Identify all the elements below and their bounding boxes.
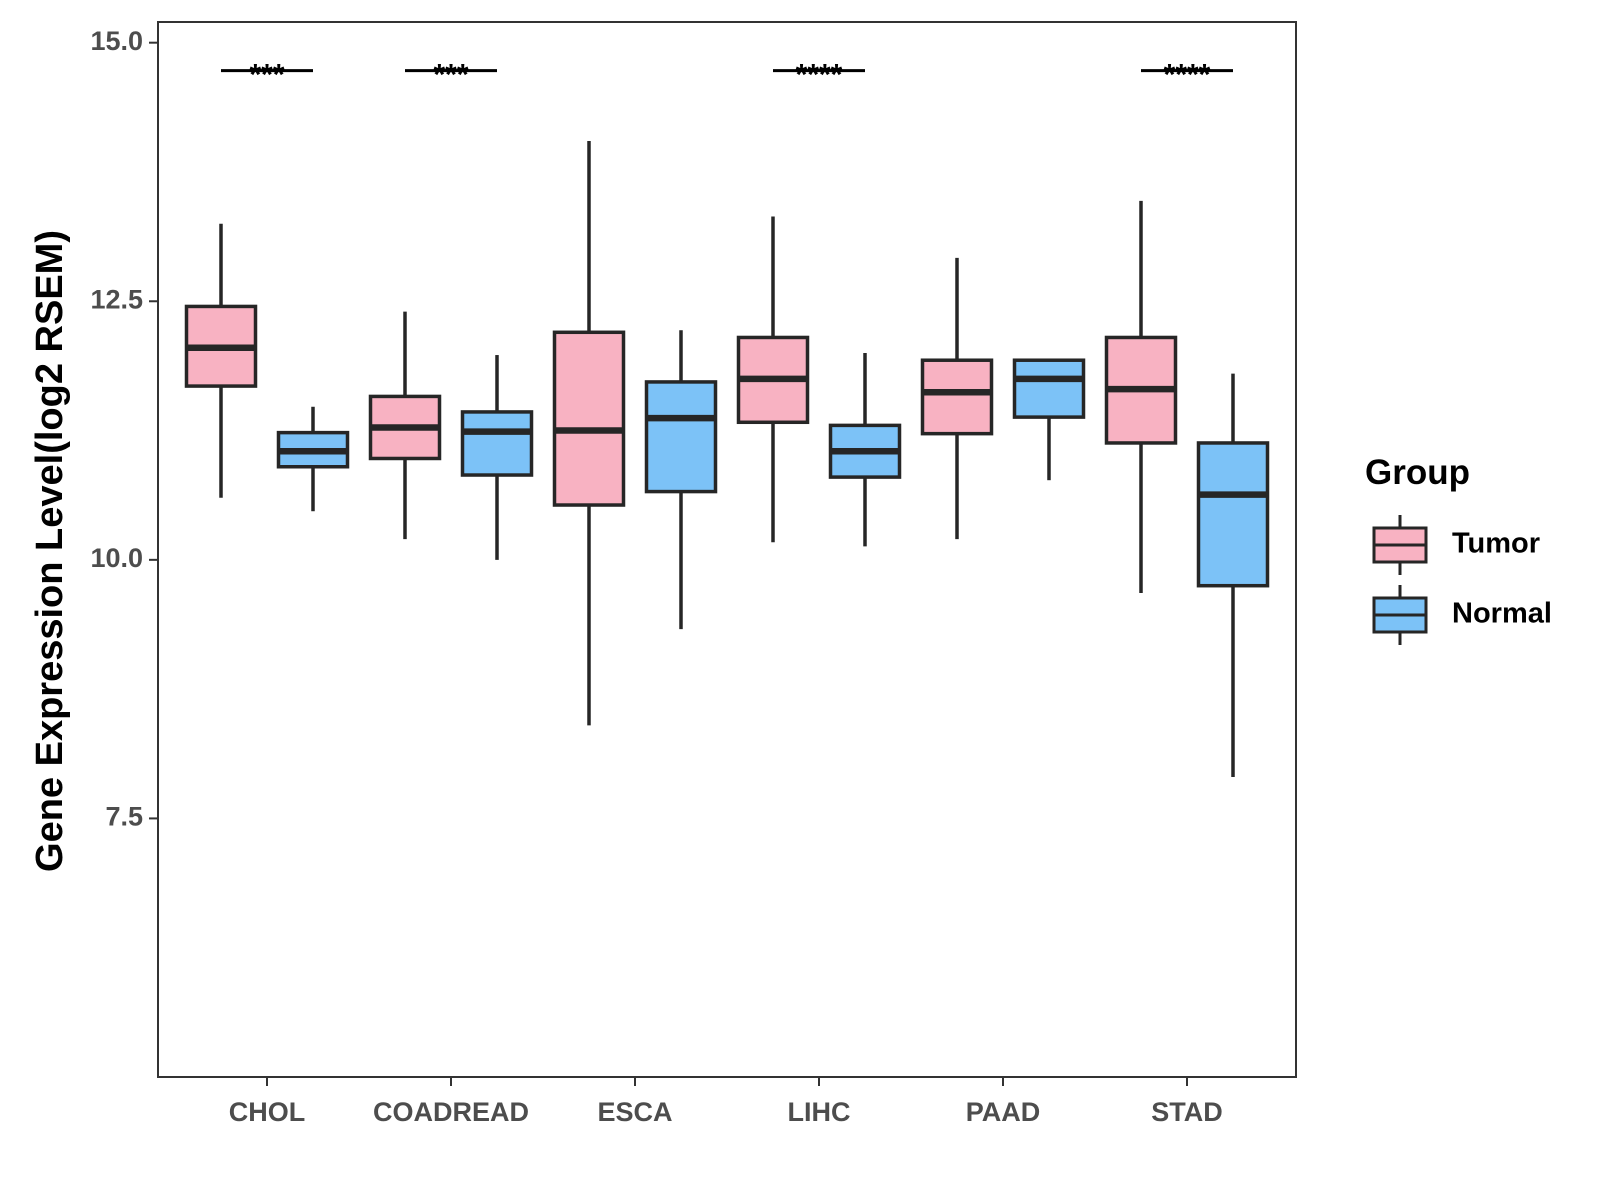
plot-panel-border	[157, 21, 1297, 1078]
box-iqr	[552, 330, 626, 507]
box-tumor-stad	[1104, 200, 1178, 593]
box-normal-lihc	[828, 352, 902, 547]
significance-layer: *** *** **** ****	[221, 59, 1233, 92]
box-tumor-lihc	[736, 216, 810, 543]
y-tick-label: 10.0	[90, 543, 143, 573]
x-tick-label: CHOL	[229, 1097, 306, 1127]
y-axis-title: Gene Expression Level(log2 RSEM)	[29, 230, 71, 872]
box-iqr	[644, 380, 718, 494]
x-tick-label: PAAD	[966, 1097, 1041, 1127]
box-normal-esca	[644, 330, 718, 630]
y-tick-label: 12.5	[90, 284, 143, 314]
box-iqr	[460, 410, 534, 477]
x-tick-label: ESCA	[597, 1097, 672, 1127]
legend-label: Normal	[1452, 598, 1552, 630]
x-axis: CHOL COADREAD ESCA LIHC PAAD STAD	[229, 1077, 1223, 1127]
y-axis: 7.5 10.0 12.5 15.0	[90, 26, 158, 832]
y-tick-label: 15.0	[90, 26, 143, 56]
boxes-layer	[184, 140, 1270, 778]
box-normal-paad	[1012, 358, 1086, 481]
significance-label: ***	[249, 59, 284, 92]
box-iqr	[920, 358, 994, 436]
significance-label: ***	[433, 59, 468, 92]
legend-label: Tumor	[1452, 528, 1540, 560]
x-tick-label: LIHC	[788, 1097, 851, 1127]
box-tumor-paad	[920, 257, 994, 540]
legend-key-tumor	[1372, 515, 1428, 575]
box-tumor-chol	[184, 223, 258, 498]
legend-key-normal	[1372, 585, 1428, 645]
legend: Group Tumor Normal	[1365, 453, 1552, 645]
legend-title: Group	[1365, 453, 1470, 492]
box-normal-chol	[276, 406, 350, 512]
box-tumor-coadread	[368, 311, 442, 540]
x-tick-label: COADREAD	[373, 1097, 529, 1127]
box-normal-stad	[1196, 373, 1270, 778]
box-normal-coadread	[460, 355, 534, 560]
box-tumor-esca	[552, 140, 626, 726]
box-iqr	[1196, 441, 1270, 588]
significance-label: ****	[796, 59, 843, 92]
significance-label: ****	[1164, 59, 1211, 92]
y-tick-label: 7.5	[105, 802, 143, 832]
box-iqr	[1012, 358, 1086, 419]
x-tick-label: STAD	[1151, 1097, 1223, 1127]
